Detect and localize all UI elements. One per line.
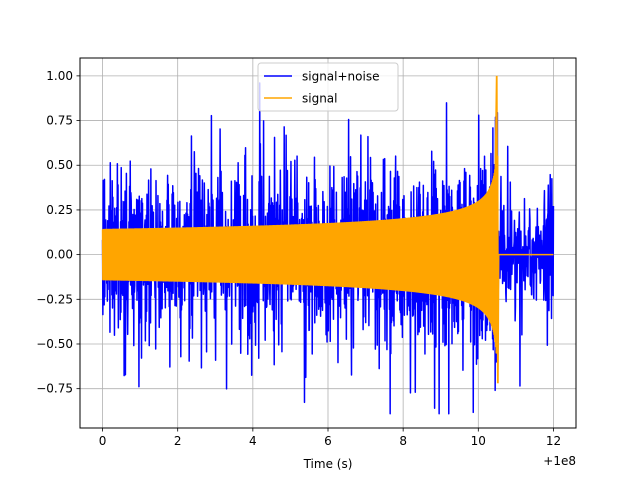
y-tick-label: −0.50 [36, 337, 73, 351]
legend-label: signal+noise [302, 70, 379, 84]
y-tick-label: 0.75 [46, 114, 73, 128]
y-tick-label: 0.50 [46, 158, 73, 172]
x-tick-label: 4 [249, 434, 257, 448]
legend: signal+noise signal [257, 62, 399, 112]
y-tick-label: 0.00 [46, 248, 73, 262]
x-tick-label: 2 [174, 434, 182, 448]
x-axis-offset-label: +1e8 [543, 454, 576, 468]
x-axis-label: Time (s) [303, 457, 353, 471]
y-tick-label: 1.00 [46, 69, 73, 83]
legend-box [257, 62, 399, 112]
y-tick-label: 0.25 [46, 203, 73, 217]
y-tick-label: −0.25 [36, 292, 73, 306]
axis-ticks: 0 2 4 6 8 10 12 −0.75 −0.50 −0.25 0.00 0.25 0.50 0.75… [36, 69, 561, 448]
x-tick-label: 10 [471, 434, 486, 448]
x-tick-label: 12 [546, 434, 561, 448]
x-tick-label: 6 [324, 434, 332, 448]
legend-label: signal [302, 92, 338, 106]
x-tick-label: 8 [399, 434, 407, 448]
y-tick-label: −0.75 [36, 382, 73, 396]
plot-series [101, 75, 555, 415]
series-signal-merger-spike [492, 75, 500, 384]
series-signal [101, 155, 554, 354]
x-tick-label: 0 [99, 434, 107, 448]
